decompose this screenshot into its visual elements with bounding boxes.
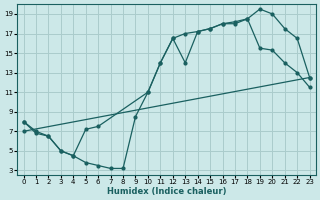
X-axis label: Humidex (Indice chaleur): Humidex (Indice chaleur)	[107, 187, 226, 196]
